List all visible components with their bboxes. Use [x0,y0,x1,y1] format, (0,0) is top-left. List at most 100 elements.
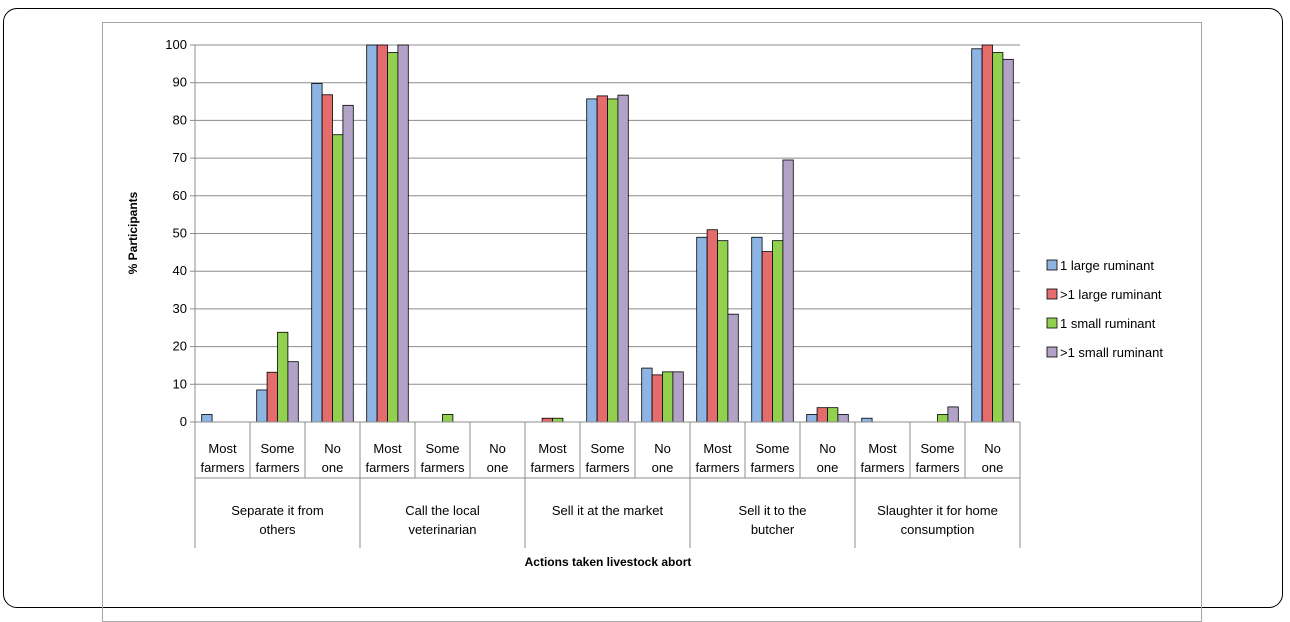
y-tick-labels: 0 10 20 30 40 50 60 70 80 90 100 [165,37,187,429]
bar [992,52,1004,423]
bar [442,414,454,423]
bar [266,371,278,423]
x-category-label-line: farmers [255,460,300,475]
bar [607,98,619,423]
x-group-label: Sell it to the butcher [739,503,807,537]
bar [617,94,629,423]
y-tick-label: 90 [173,75,187,90]
bar [816,407,828,423]
bar [717,240,729,423]
bar [971,48,983,423]
x-category-label-line: Some [261,441,295,456]
x-group-label-line: Separate it from [231,503,324,518]
y-tick-label: 80 [173,112,187,127]
legend-label: 1 large ruminant [1060,258,1154,273]
x-group-label: Sell it at the market [552,503,664,518]
bar [651,374,663,423]
x-category-label-line: farmers [915,460,960,475]
bar [837,414,849,423]
legend-swatch [1046,317,1058,329]
bar [376,44,388,423]
x-category-label-line: No [819,441,836,456]
x-category-label-line: Most [538,441,567,456]
bar [552,417,564,423]
bar [827,407,839,423]
bar [321,94,333,423]
bar [772,240,784,423]
bar [981,44,993,423]
legend-swatch [1046,259,1058,271]
y-tick-label: 60 [173,188,187,203]
bars [201,44,1014,423]
bar [201,414,213,423]
y-tick-label: 0 [180,414,187,429]
bar [256,389,268,423]
bar [387,52,399,423]
x-category-label-line: one [652,460,674,475]
x-category-label: Some farmers [585,441,630,475]
bar [662,371,674,423]
y-tick-label: 20 [173,339,187,354]
x-category-label-line: No [984,441,1001,456]
legend-label: >1 small ruminant [1060,345,1163,360]
x-category-label-line: one [487,460,509,475]
x-category-label: No one [817,441,839,475]
bar [806,414,818,423]
bar [751,236,763,423]
bar [672,371,684,423]
x-category-label-line: farmers [695,460,740,475]
y-tick-label: 30 [173,301,187,316]
bar [596,95,608,423]
x-group-label-line: Call the local [405,503,480,518]
bar-chart: 0 10 20 30 40 50 60 70 80 90 100 Most farmers Some fa… [126,37,1163,569]
bar [311,83,323,423]
x-category-label: Most farmers [860,441,905,475]
x-group-label-line: Sell it at the market [552,503,664,518]
x-category-label-line: Some [921,441,955,456]
x-category-label: Most farmers [200,441,245,475]
x-category-label-line: farmers [200,460,245,475]
bar [641,367,653,423]
y-axis-title: % Participants [126,191,140,274]
legend-label: 1 small ruminant [1060,316,1156,331]
x-category-label-line: Some [756,441,790,456]
bar [277,331,289,423]
x-category-label: No one [322,441,344,475]
x-category-label-line: No [489,441,506,456]
x-group-label: Separate it from others [231,503,324,537]
x-category-label: Some farmers [255,441,300,475]
x-group-label: Call the local veterinarian [405,503,480,537]
legend-label: >1 large ruminant [1060,287,1162,302]
bar [782,159,794,423]
bar [861,417,873,423]
y-tick-label: 50 [173,226,187,241]
x-category-label-line: farmers [530,460,575,475]
bar [937,414,949,423]
x-category-label-line: farmers [365,460,410,475]
x-category-label-line: Some [591,441,625,456]
x-group-labels: Separate it from others Call the local vete… [231,503,998,537]
x-category-label-line: one [322,460,344,475]
x-category-label-line: Most [208,441,237,456]
legend-swatch [1046,288,1058,300]
x-category-label-line: farmers [860,460,905,475]
axes [194,45,1021,548]
legend-swatch [1046,346,1058,358]
bar [761,251,773,423]
x-group-label-line: Sell it to the [739,503,807,518]
x-category-label: No one [487,441,509,475]
x-category-labels: Most farmers Some farmers No one Most farmers So… [200,441,1003,475]
x-category-label-line: farmers [420,460,465,475]
x-category-label: No one [652,441,674,475]
bar [727,313,739,423]
x-group-label: Slaughter it for home consumption [877,503,998,537]
x-category-label: Some farmers [750,441,795,475]
x-category-label: No one [982,441,1004,475]
x-category-label-line: Most [703,441,732,456]
bar [366,44,378,423]
x-category-label-line: Most [868,441,897,456]
x-group-label-line: butcher [751,522,795,537]
x-category-label-line: farmers [750,460,795,475]
bar [706,229,718,423]
x-group-label-line: others [259,522,296,537]
